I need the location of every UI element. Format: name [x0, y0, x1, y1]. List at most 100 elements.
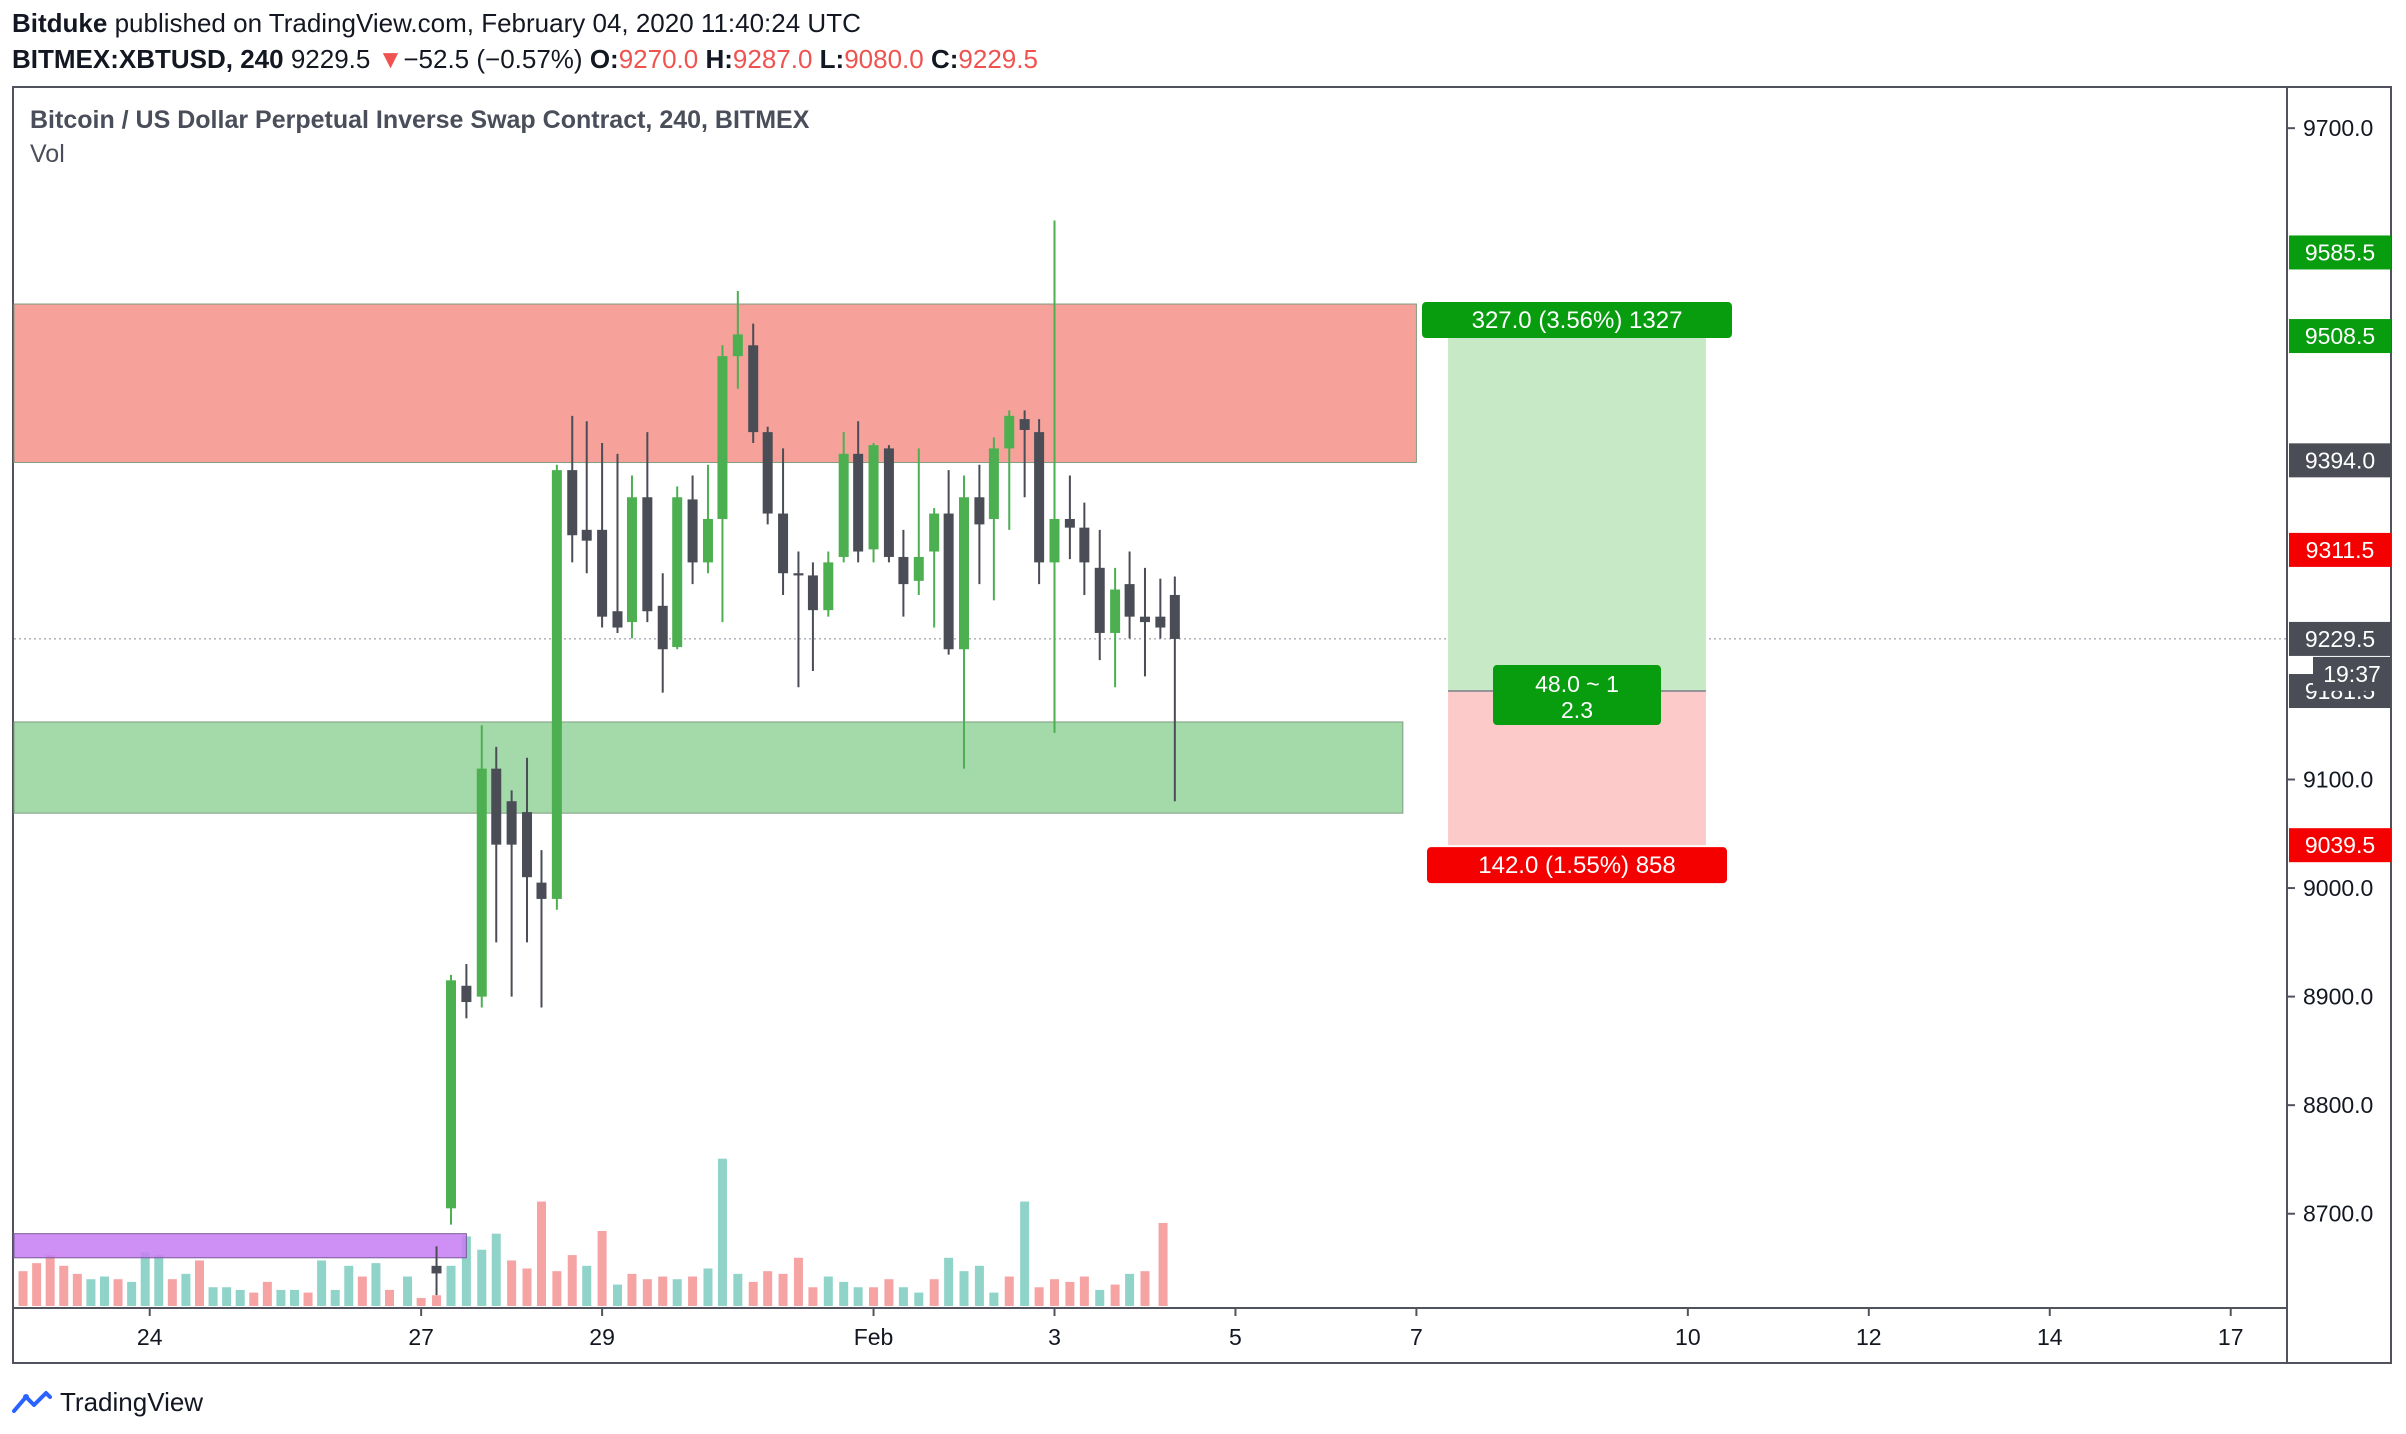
candle[interactable] — [551, 470, 562, 899]
candle[interactable] — [597, 529, 608, 617]
time-tick-label: 27 — [408, 1324, 434, 1350]
candle[interactable] — [1169, 594, 1180, 639]
candle[interactable] — [1094, 567, 1105, 633]
candle[interactable] — [717, 356, 728, 519]
candle[interactable] — [522, 812, 533, 878]
volume-bar — [235, 1289, 245, 1306]
price-tick-label: 8900.0 — [2303, 984, 2373, 1010]
volume-bar — [181, 1273, 191, 1306]
chart-frame[interactable] — [12, 86, 2392, 1364]
price-axis-label: 9229.5 — [2305, 626, 2375, 652]
candle[interactable] — [748, 345, 759, 433]
candle[interactable] — [1155, 616, 1166, 628]
volume-bar — [507, 1260, 517, 1306]
candle[interactable] — [943, 513, 954, 650]
candle[interactable] — [793, 573, 804, 576]
volume-bar — [853, 1287, 863, 1306]
volume-bar — [823, 1276, 833, 1306]
author-name[interactable]: Bitduke — [12, 8, 108, 38]
candle[interactable] — [446, 980, 457, 1209]
brand-name[interactable]: TradingView — [60, 1386, 204, 1417]
volume-bar — [884, 1279, 894, 1306]
volume-bar — [1020, 1201, 1030, 1306]
volume-bar — [208, 1287, 218, 1306]
candle[interactable] — [913, 556, 924, 581]
candle[interactable] — [929, 513, 940, 552]
candle[interactable] — [461, 985, 472, 1003]
candle[interactable] — [1049, 518, 1060, 563]
symbol-label: BITMEX:XBTUSD, 240 — [12, 44, 284, 74]
candle[interactable] — [567, 470, 578, 536]
resistance-zone[interactable] — [13, 303, 1417, 464]
volume-bar — [99, 1276, 109, 1306]
candle[interactable] — [687, 499, 698, 563]
candle[interactable] — [807, 575, 818, 611]
candle[interactable] — [1124, 584, 1135, 617]
support-zone[interactable] — [13, 721, 1404, 814]
candle[interactable] — [868, 445, 879, 550]
candle[interactable] — [657, 605, 668, 650]
volume-bar — [45, 1255, 55, 1306]
candle[interactable] — [476, 768, 487, 997]
volume-bar — [140, 1252, 150, 1306]
candle[interactable] — [988, 448, 999, 519]
candle[interactable] — [883, 448, 894, 557]
time-tick-label: 24 — [137, 1324, 163, 1350]
candle[interactable] — [823, 562, 834, 611]
volume-bar — [167, 1279, 177, 1306]
volume-bar — [1095, 1289, 1105, 1306]
candle[interactable] — [762, 432, 773, 514]
volume-bar — [1004, 1276, 1014, 1306]
candle[interactable] — [672, 497, 683, 648]
price-axis-label: 9394.0 — [2305, 447, 2375, 473]
candle[interactable] — [959, 497, 970, 650]
candle[interactable] — [581, 529, 592, 541]
candle[interactable] — [778, 513, 789, 574]
volume-legend[interactable]: Vol — [30, 140, 65, 168]
candle[interactable] — [838, 453, 849, 557]
price-tick-label: 9700.0 — [2303, 115, 2373, 141]
publish-date: published on TradingView.com, February 0… — [114, 8, 861, 38]
time-tick-label: 12 — [1856, 1324, 1882, 1350]
target-zone[interactable] — [1448, 336, 1706, 692]
price-axis-label-box — [2289, 532, 2391, 567]
volume-bar — [249, 1292, 259, 1306]
volume-bar — [432, 1295, 442, 1306]
volume-bar — [808, 1287, 818, 1306]
candle[interactable] — [1139, 616, 1150, 623]
candle[interactable] — [642, 497, 653, 612]
candle[interactable] — [536, 882, 547, 899]
volume-bar — [989, 1292, 999, 1306]
position-tool: 327.0 (3.56%) 1327 142.0 (1.55%) 858 48.0 … — [1422, 302, 1733, 884]
footer: TradingView — [12, 1382, 203, 1422]
volume-bar — [929, 1279, 939, 1306]
candle[interactable] — [853, 453, 864, 552]
volume-zone[interactable] — [13, 1233, 467, 1259]
candle[interactable] — [1079, 527, 1090, 563]
volume-bar — [113, 1279, 123, 1306]
volume-bar — [289, 1289, 299, 1306]
chart-legend-title[interactable]: Bitcoin / US Dollar Perpetual Inverse Sw… — [30, 106, 810, 134]
volume-bar — [717, 1158, 727, 1306]
volume-bar — [1079, 1276, 1089, 1306]
candle[interactable] — [626, 497, 637, 623]
candle[interactable] — [1004, 415, 1015, 449]
candle[interactable] — [1064, 518, 1075, 528]
candle[interactable] — [1034, 432, 1045, 563]
countdown-box — [2313, 656, 2391, 691]
volume-bar — [357, 1276, 367, 1306]
publish-info: Bitduke published on TradingView.com, Fe… — [12, 8, 861, 39]
candle[interactable] — [732, 334, 743, 357]
candle[interactable] — [1019, 419, 1030, 430]
candle[interactable] — [898, 556, 909, 585]
candle[interactable] — [612, 611, 623, 628]
candle[interactable] — [431, 1265, 442, 1274]
candle[interactable] — [974, 497, 985, 525]
volume-bar — [703, 1268, 713, 1306]
candle[interactable] — [491, 768, 502, 845]
candle[interactable] — [1110, 589, 1121, 633]
time-tick-label: 3 — [1048, 1324, 1061, 1350]
candle[interactable] — [702, 518, 713, 563]
candle[interactable] — [506, 801, 517, 845]
